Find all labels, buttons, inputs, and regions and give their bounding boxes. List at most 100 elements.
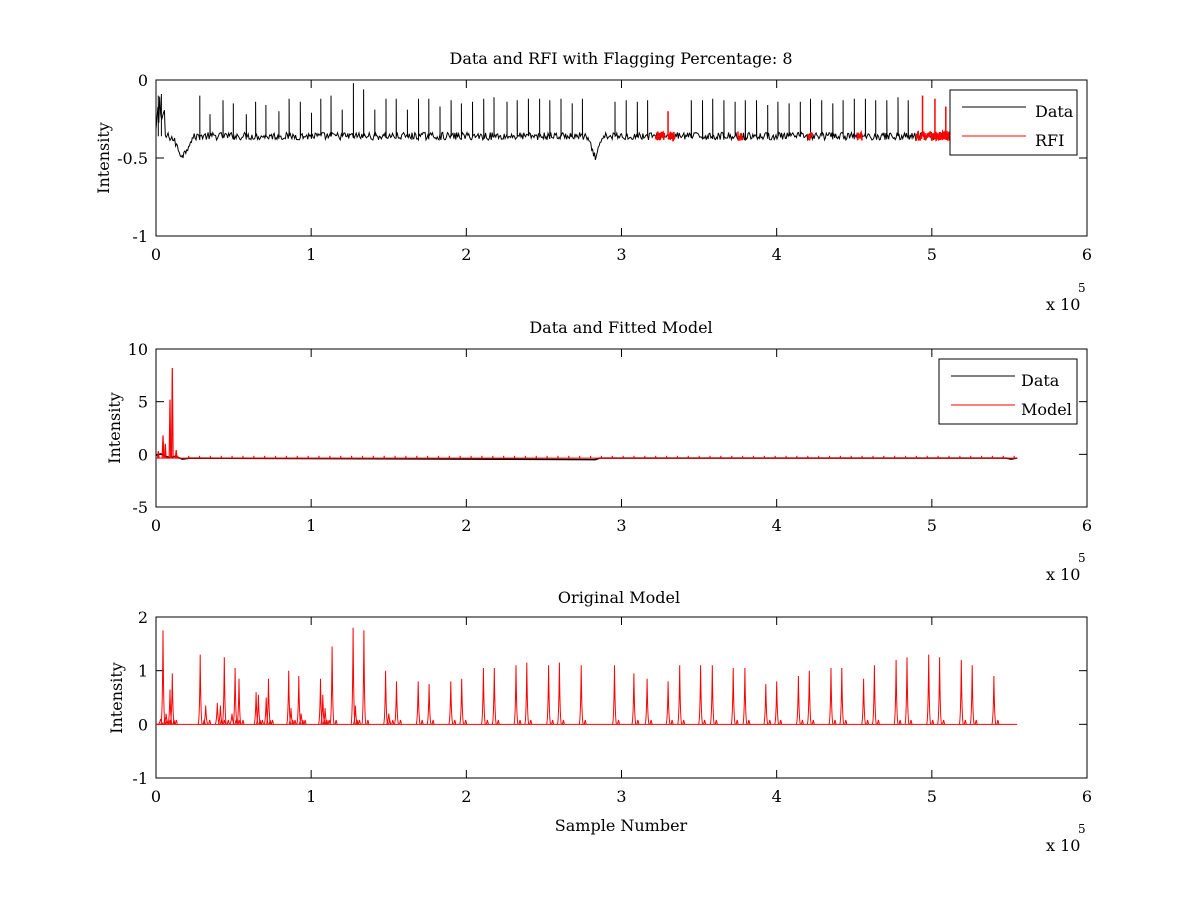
x-multiplier-exponent: 5 (1078, 822, 1086, 836)
model-side-bump (876, 719, 880, 725)
model-spike (556, 662, 562, 725)
legend-label-rfi: RFI (1035, 131, 1064, 150)
x-axis-label: Sample Number (555, 816, 688, 835)
model-side-bump (714, 719, 718, 725)
rfi-segment (654, 130, 666, 141)
x-tick-label: 3 (616, 787, 626, 806)
model-spike (524, 662, 530, 725)
y-tick-label: 0 (138, 715, 148, 734)
y-axis-ticks: 2 1 0 -1 (132, 608, 1087, 788)
x-axis-ticks: 0 1 2 3 4 5 6 (151, 617, 1092, 806)
model-side-bump (996, 719, 1000, 725)
model-spike (298, 713, 304, 725)
model-spike (709, 665, 715, 725)
model-side-bump (551, 719, 555, 725)
x-tick-label: 0 (151, 245, 161, 264)
legend-label-data: Data (1021, 371, 1060, 390)
y-axis-ticks: 10 5 0 -5 (128, 340, 1087, 517)
x-tick-label: 4 (772, 516, 782, 535)
model-spike (926, 654, 932, 725)
x-tick-label: 1 (306, 787, 316, 806)
model-side-bump (942, 719, 946, 725)
model-side-bump (222, 719, 226, 725)
model-spike (394, 681, 399, 725)
legend-box (938, 358, 1078, 425)
legend-label-data: Data (1035, 102, 1074, 121)
y-tick-label: 0 (138, 445, 148, 464)
model-spike (197, 654, 203, 725)
plot-area (155, 79, 1088, 237)
model-spike (232, 667, 238, 725)
model-spike (742, 667, 748, 725)
subplot-data-rfi: Data and RFI with Flagging Percentage: 8… (94, 49, 1092, 314)
model-spike (644, 678, 650, 725)
x-tick-label: 3 (616, 516, 626, 535)
x-tick-label: 0 (151, 787, 161, 806)
model-spike (698, 665, 704, 725)
x-tick-label: 3 (616, 245, 626, 264)
model-side-bump (208, 719, 212, 725)
model-side-bump (735, 719, 739, 725)
model-spike (160, 630, 166, 725)
chart-title: Data and RFI with Flagging Percentage: 8 (449, 49, 792, 68)
y-tick-label: -0.5 (117, 149, 148, 168)
model-spike (350, 627, 356, 725)
model-spike (236, 678, 242, 725)
model-spike (839, 667, 845, 725)
model-side-bump (420, 719, 424, 725)
model-side-bump (844, 719, 848, 725)
model-spike (168, 399, 172, 459)
model-side-bump (866, 719, 870, 725)
y-tick-label: 0 (138, 71, 148, 90)
x-tick-label: 1 (306, 516, 316, 535)
model-side-bump (670, 719, 674, 725)
x-tick-label: 5 (927, 516, 937, 535)
model-side-bump (496, 719, 500, 725)
x-tick-label: 6 (1082, 516, 1092, 535)
x-multiplier-exponent: 5 (1078, 281, 1086, 295)
model-side-bump (768, 719, 772, 725)
model-spike (361, 630, 367, 725)
model-spike (217, 705, 223, 725)
model-spike (806, 670, 812, 725)
model-spike (631, 673, 637, 725)
model-spike (426, 684, 432, 725)
legend: Data Model (938, 358, 1078, 425)
series-layer (155, 83, 1018, 161)
x-tick-label: 6 (1082, 245, 1092, 264)
y-axis-label: Intensity (107, 662, 126, 734)
x-tick-label: 1 (306, 245, 316, 264)
y-axis-label: Intensity (94, 122, 113, 194)
model-side-bump (703, 719, 707, 725)
x-axis-ticks: 0 1 2 3 4 5 6 (151, 349, 1092, 535)
model-spike (730, 667, 736, 725)
legend: Data RFI (949, 89, 1078, 156)
model-side-bump (366, 719, 370, 725)
model-spike (170, 367, 174, 459)
plot-area (155, 616, 1088, 779)
model-spike (871, 665, 877, 725)
series-line-data (155, 83, 1018, 161)
y-tick-label: -5 (132, 498, 148, 517)
x-tick-label: 2 (461, 516, 471, 535)
model-side-bump (636, 719, 640, 725)
model-spike (255, 694, 261, 725)
model-spike (612, 665, 617, 725)
model-spike (163, 713, 169, 725)
model-spike (266, 678, 271, 725)
y-tick-label: -1 (132, 227, 148, 246)
model-spike (386, 713, 392, 725)
model-side-bump (649, 719, 653, 725)
model-spike (157, 451, 160, 459)
model-spike (795, 675, 801, 725)
model-side-bump (391, 719, 395, 725)
model-side-bump (800, 719, 804, 725)
rfi-segment (737, 131, 744, 141)
model-spike (904, 657, 910, 725)
model-spike (491, 667, 497, 725)
model-spike (203, 705, 209, 725)
model-spike (958, 659, 964, 725)
model-side-bump (399, 719, 402, 725)
